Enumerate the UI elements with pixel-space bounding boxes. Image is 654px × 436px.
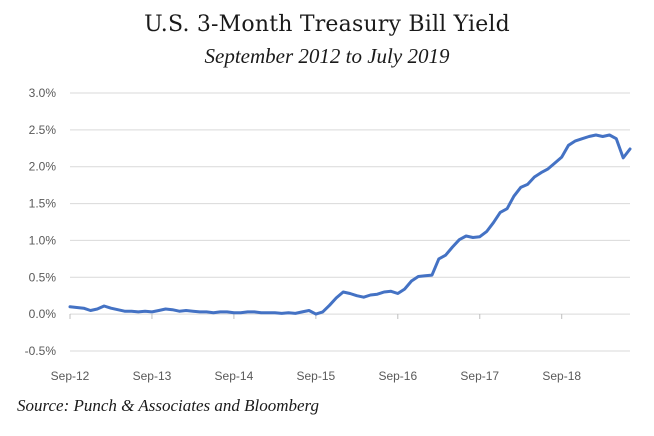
gridlines: [70, 92, 630, 352]
x-tick-label: Sep-13: [133, 369, 172, 383]
y-tick-label: -0.5%: [25, 344, 57, 358]
chart-title: U.S. 3-Month Treasury Bill Yield: [144, 12, 510, 37]
series-line: [68, 133, 632, 316]
x-tick-label: Sep-15: [297, 369, 336, 383]
y-tick-label: 1.5%: [29, 197, 57, 211]
y-tick-label: 2.5%: [29, 123, 57, 137]
x-tick-label: Sep-16: [378, 369, 417, 383]
y-tick-label: 1.0%: [29, 233, 57, 247]
x-tick-label: Sep-17: [460, 369, 499, 383]
x-tick-label: Sep-14: [215, 369, 254, 383]
y-axis: -0.5% 0.0% 0.5% 1.0% 1.5% 2.0% 2.5% 3.0%: [25, 86, 57, 358]
x-tick-label: Sep-18: [542, 369, 581, 383]
chart-subtitle: September 2012 to July 2019: [204, 44, 450, 68]
x-tick-label: Sep-12: [51, 369, 90, 383]
y-tick-label: 0.0%: [29, 307, 57, 321]
source-note: Source: Punch & Associates and Bloomberg: [17, 396, 320, 415]
x-axis: Sep-12 Sep-13 Sep-14 Sep-15 Sep-16 Sep-17 Sep-…: [51, 314, 581, 383]
y-tick-label: 3.0%: [29, 86, 57, 100]
y-tick-label: 2.0%: [29, 160, 57, 174]
y-tick-label: 0.5%: [29, 270, 57, 284]
